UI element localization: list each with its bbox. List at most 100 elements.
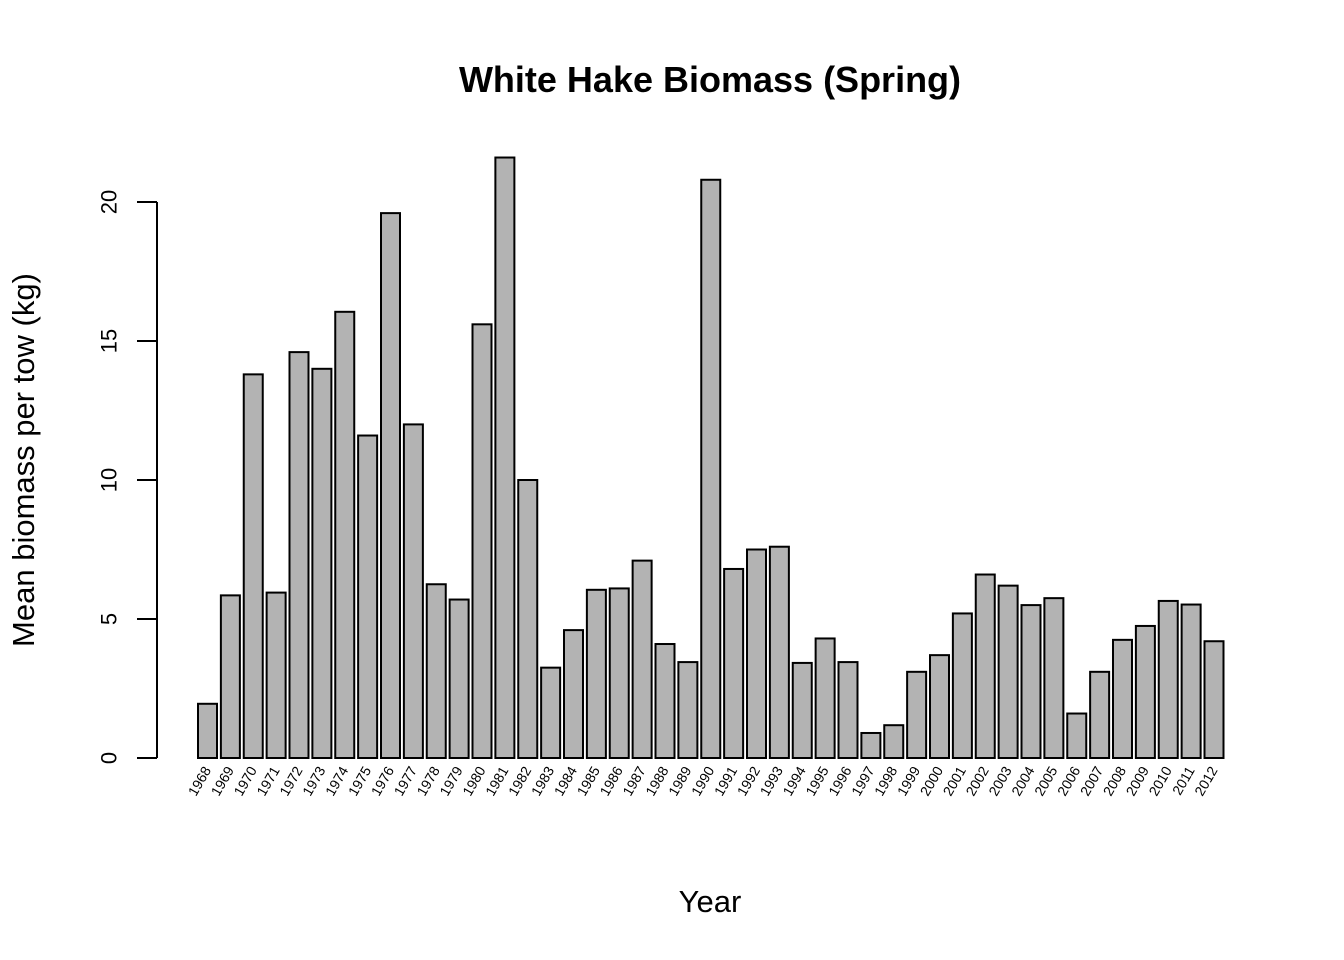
x-tick-label: 1990: [688, 763, 718, 798]
bar: [1203, 640, 1225, 759]
x-tick-label: 1996: [825, 763, 855, 798]
x-tick-label: 2012: [1191, 763, 1221, 798]
x-tick-label: 1999: [894, 763, 924, 798]
bar: [357, 434, 379, 759]
x-tick-label: 1970: [230, 763, 260, 798]
x-tick-label: 1989: [665, 763, 695, 798]
x-tick-label: 1997: [848, 763, 878, 798]
x-tick-label: 1988: [642, 763, 672, 798]
x-tick-label: 1973: [299, 763, 329, 798]
x-tick-label: 1995: [802, 763, 832, 798]
x-axis-tick-labels: 1968196919701971197219731974197519761977…: [185, 763, 1221, 798]
x-tick-label: 1977: [391, 763, 421, 798]
x-tick-label: 1980: [459, 763, 489, 798]
bar: [700, 178, 722, 759]
bar: [563, 629, 584, 759]
x-tick-label: 2002: [962, 763, 992, 798]
x-tick-label: 2008: [1100, 763, 1130, 798]
bar: [448, 598, 470, 759]
bar: [951, 612, 973, 759]
bar: [860, 731, 882, 759]
x-tick-label: 2003: [985, 763, 1015, 798]
bar: [677, 661, 699, 760]
x-tick-label: 2001: [940, 763, 970, 798]
bar: [380, 212, 401, 759]
x-tick-label: 1982: [505, 763, 535, 798]
bar: [288, 351, 310, 759]
x-tick-label: 1971: [253, 763, 283, 798]
x-tick-label: 2000: [917, 763, 947, 798]
bar: [242, 373, 264, 759]
bar: [746, 548, 767, 759]
bar: [929, 654, 950, 760]
bar: [1180, 603, 1202, 759]
x-tick-label: 2009: [1123, 763, 1153, 798]
x-tick-label: 1991: [711, 763, 741, 798]
bar: [425, 583, 447, 759]
x-tick-label: 1972: [276, 763, 306, 798]
bar: [906, 670, 928, 760]
y-tick-label: 15: [97, 329, 122, 353]
bar: [540, 666, 562, 760]
x-tick-label: 1969: [208, 763, 238, 798]
bar: [1066, 712, 1088, 760]
chart-title: White Hake Biomass (Spring): [459, 59, 961, 100]
bar: [197, 702, 218, 759]
x-tick-label: 1985: [574, 763, 604, 798]
x-tick-label: 2007: [1077, 763, 1107, 798]
x-tick-label: 1983: [528, 763, 558, 798]
x-tick-label: 1968: [185, 763, 215, 798]
x-tick-label: 1976: [368, 763, 398, 798]
x-tick-label: 1979: [436, 763, 466, 798]
x-tick-label: 1978: [413, 763, 443, 798]
x-tick-label: 1987: [619, 763, 649, 798]
bar: [997, 584, 1019, 760]
x-axis-label: Year: [679, 884, 742, 919]
x-tick-label: 1981: [482, 763, 512, 798]
x-tick-label: 1993: [757, 763, 787, 798]
y-axis: 0 5 10 15 20: [97, 190, 158, 764]
bar: [1043, 597, 1065, 760]
x-tick-label: 2010: [1145, 763, 1175, 798]
bar: [1112, 638, 1133, 759]
x-tick-label: 1998: [871, 763, 901, 798]
x-tick-label: 2004: [1008, 763, 1038, 798]
bar: [1134, 624, 1156, 760]
bar: [837, 661, 859, 760]
x-tick-label: 1974: [322, 763, 352, 798]
x-tick-label: 2005: [1031, 763, 1061, 798]
bar: [883, 724, 905, 760]
bar: [608, 587, 630, 759]
bar: [654, 643, 676, 760]
bar: [494, 156, 516, 759]
x-tick-label: 1992: [734, 763, 764, 798]
bar: [768, 545, 790, 759]
x-tick-label: 1975: [345, 763, 375, 798]
x-tick-label: 2006: [1054, 763, 1084, 798]
bar: [1157, 599, 1179, 759]
bar: [334, 310, 356, 759]
bar: [265, 591, 287, 760]
y-tick-label: 20: [97, 190, 122, 214]
bar: [471, 323, 493, 759]
bar: [723, 567, 745, 760]
x-tick-label: 1994: [779, 763, 809, 798]
y-tick-label: 5: [97, 613, 122, 625]
x-tick-label: 1986: [596, 763, 626, 798]
bar: [791, 661, 813, 759]
bar: [219, 594, 241, 759]
bar: [1089, 670, 1111, 760]
y-tick-label: 10: [97, 468, 122, 492]
bar: [631, 559, 653, 759]
bar: [517, 479, 539, 759]
bar: [585, 588, 607, 759]
bar: [1020, 604, 1042, 759]
bar: [311, 367, 333, 759]
y-tick-label: 0: [97, 752, 122, 764]
bar: [814, 637, 836, 760]
bars-group: [197, 156, 1225, 760]
x-tick-label: 1984: [551, 763, 581, 798]
bar: [402, 423, 424, 759]
y-axis-label: Mean biomass per tow (kg): [6, 273, 41, 647]
